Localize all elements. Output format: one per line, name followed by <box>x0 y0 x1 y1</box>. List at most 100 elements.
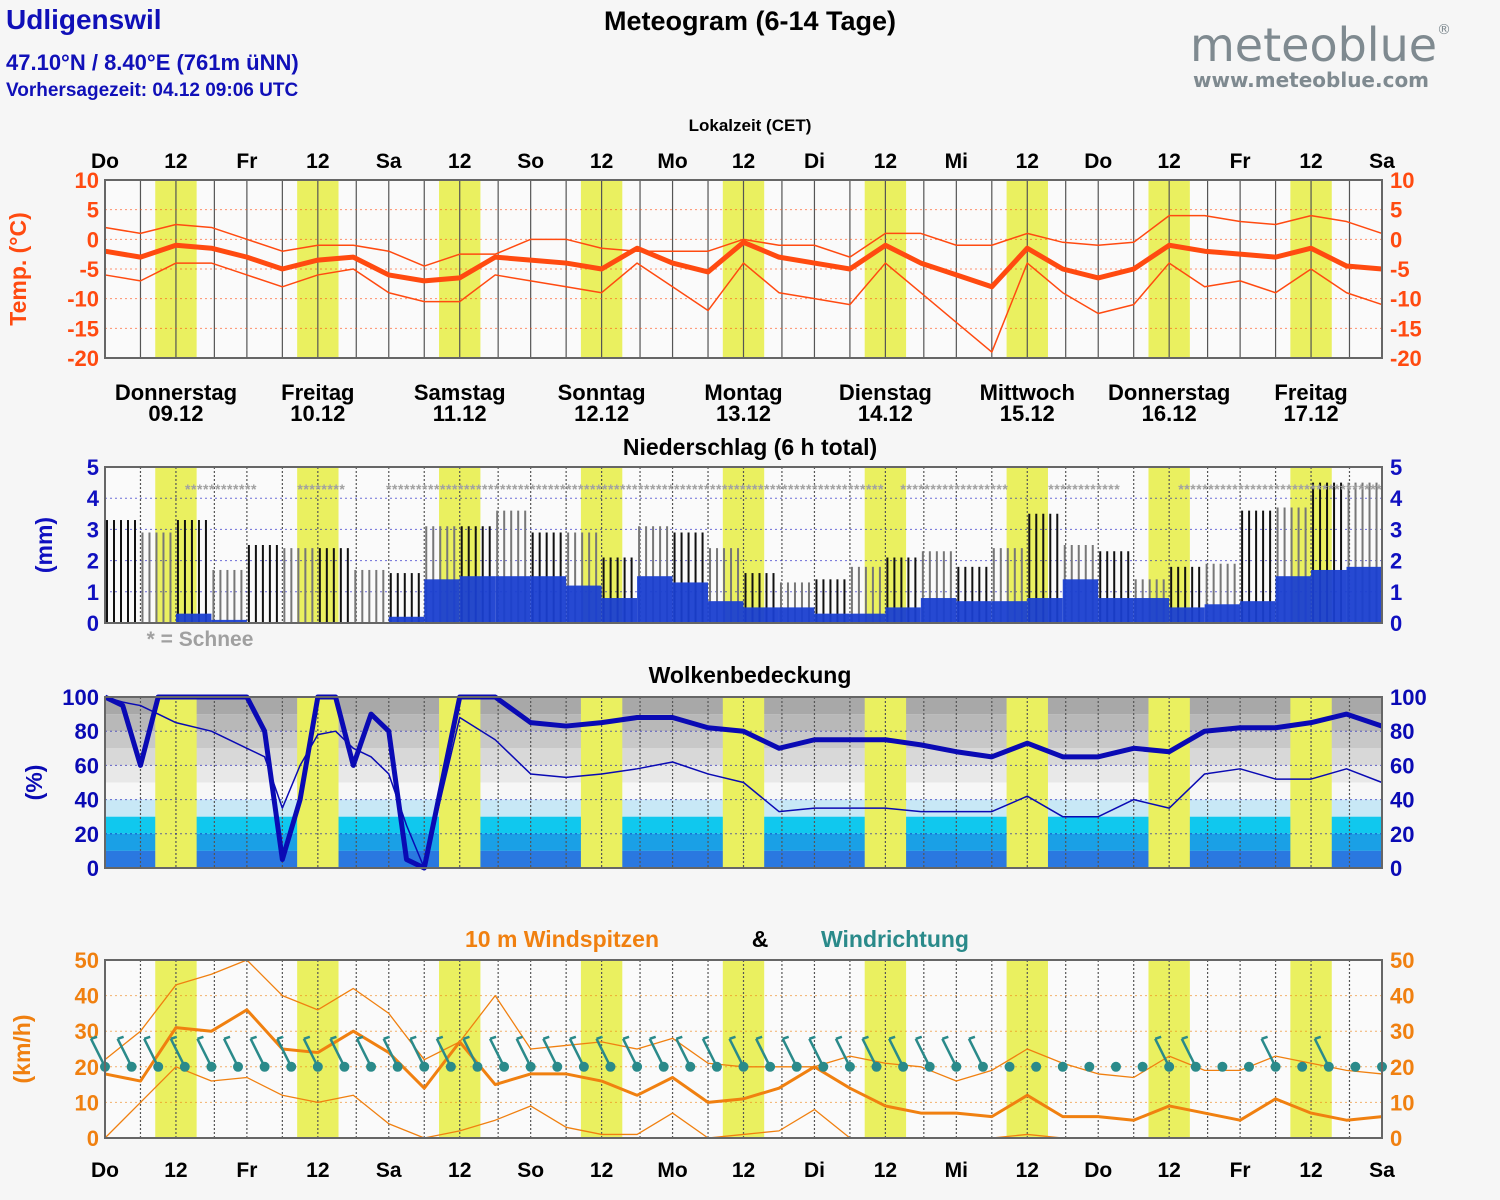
snow-marker: * <box>506 481 512 497</box>
snow-marker: * <box>590 481 596 497</box>
wind-title-ampersand: & <box>752 926 769 952</box>
snow-marker: * <box>602 481 608 497</box>
cloud-title: Wolkenbedeckung <box>649 662 852 688</box>
snow-marker: * <box>954 481 960 497</box>
wind-barb <box>462 1038 479 1068</box>
snow-marker: * <box>572 481 578 497</box>
snow-marker: * <box>560 481 566 497</box>
coordinates: 47.10°N / 8.40°E (761m üNN) <box>6 50 299 75</box>
wind-barb-feather <box>303 1035 311 1040</box>
meteoblue-logo[interactable]: meteoblue® <box>1190 18 1451 72</box>
snow-marker: * <box>197 481 203 497</box>
snow-marker: * <box>440 481 446 497</box>
snow-marker: * <box>221 481 227 497</box>
wind-barb-feather <box>702 1035 710 1040</box>
wind-ytick-right: 40 <box>1390 984 1414 1009</box>
bottom-time-tick: Sa <box>376 1159 402 1182</box>
timezone-label: Lokalzeit (CET) <box>689 116 812 135</box>
snow-marker: * <box>1244 481 1250 497</box>
logo-text: meteoblue <box>1190 18 1438 72</box>
precip-bar <box>885 607 921 623</box>
wind-barb-feather <box>755 1035 763 1040</box>
snow-marker: * <box>1090 481 1096 497</box>
snow-marker: * <box>566 481 572 497</box>
wind-direction-dot <box>1031 1061 1042 1072</box>
snow-marker: * <box>410 481 416 497</box>
precip-bar <box>566 585 602 623</box>
wind-barb-feather <box>276 1035 284 1040</box>
bottom-time-tick: Sa <box>1369 1159 1395 1182</box>
cloud-ytick-right: 80 <box>1390 719 1414 744</box>
snow-marker: * <box>464 481 470 497</box>
temp-line-mean <box>104 239 1383 290</box>
wind-direction-dot <box>1217 1061 1228 1072</box>
bottom-time-tick: Mi <box>945 1159 968 1182</box>
top-time-tick: 12 <box>164 150 187 173</box>
top-time-tick: Do <box>1084 150 1112 173</box>
precip-bar <box>708 601 744 623</box>
cloud-line-low_cloud <box>104 696 1383 869</box>
snow-marker: * <box>1358 481 1364 497</box>
snow-marker: * <box>536 481 542 497</box>
wind-barb-feather <box>888 1035 896 1040</box>
top-time-tick: 12 <box>874 150 897 173</box>
precip-bar <box>601 598 638 623</box>
wind-ytick-left: 20 <box>75 1055 99 1080</box>
wind-barb-feather <box>117 1035 124 1040</box>
top-time-tick: Mo <box>657 150 687 173</box>
precip-bar <box>388 616 425 623</box>
snow-marker: * <box>227 481 233 497</box>
snow-marker: * <box>800 481 806 497</box>
snow-marker: * <box>650 481 656 497</box>
snow-marker: * <box>339 481 345 497</box>
snow-marker: * <box>500 481 506 497</box>
snow-marker: * <box>912 481 918 497</box>
wind-barb <box>754 1038 772 1068</box>
snow-marker: * <box>297 481 303 497</box>
top-time-tick: Di <box>804 150 825 173</box>
wind-ytick-left: 0 <box>87 1126 99 1151</box>
snow-marker: * <box>1114 481 1120 497</box>
wind-barb-feather <box>383 1035 391 1040</box>
wind-barb-feather <box>968 1035 976 1040</box>
precip-bar <box>175 613 212 623</box>
chart-title: Meteogram (6-14 Tage) <box>603 6 897 36</box>
wind-barb-feather <box>143 1035 151 1040</box>
wind-barb-feather <box>649 1035 657 1040</box>
day-name-label: Mittwoch <box>980 380 1075 405</box>
cloud-ytick-left: 0 <box>87 856 99 881</box>
wind-barb <box>89 1038 107 1068</box>
snow-marker: * <box>1340 481 1346 497</box>
snow-marker: * <box>315 481 321 497</box>
top-time-tick: Do <box>91 150 119 173</box>
precip-ytick-right: 3 <box>1390 517 1402 542</box>
temp-line-max <box>104 214 1383 267</box>
logo-url-link[interactable]: www.meteoblue.com <box>1193 68 1430 92</box>
precip-bar <box>530 576 567 623</box>
wind-barb-feather <box>1261 1035 1268 1040</box>
temp-plot-border <box>104 179 1383 359</box>
snow-marker: * <box>1096 481 1102 497</box>
snow-marker: * <box>722 481 728 497</box>
wind-barb-feather <box>356 1035 364 1040</box>
snow-marker: * <box>1060 481 1066 497</box>
precip-bar <box>211 619 247 623</box>
snow-marker: * <box>638 481 644 497</box>
snow-marker: * <box>185 481 191 497</box>
snow-marker: * <box>806 481 812 497</box>
wind-barb-feather <box>1314 1035 1322 1040</box>
precip-bar <box>1133 598 1170 623</box>
snow-marker: * <box>764 481 770 497</box>
snow-marker: * <box>734 481 740 497</box>
snow-marker: * <box>1078 481 1084 497</box>
temp-ylabel: Temp. (°C) <box>5 212 31 326</box>
precip-bar <box>991 601 1028 623</box>
snow-marker: * <box>309 481 315 497</box>
bottom-time-tick: 12 <box>1157 1159 1180 1182</box>
wind-barb <box>196 1038 213 1068</box>
snow-marker: * <box>740 481 746 497</box>
snow-legend: * = Schnee <box>147 628 254 651</box>
precip-bar <box>1240 601 1276 623</box>
precip-bar <box>1098 598 1134 623</box>
snow-marker: * <box>632 481 638 497</box>
